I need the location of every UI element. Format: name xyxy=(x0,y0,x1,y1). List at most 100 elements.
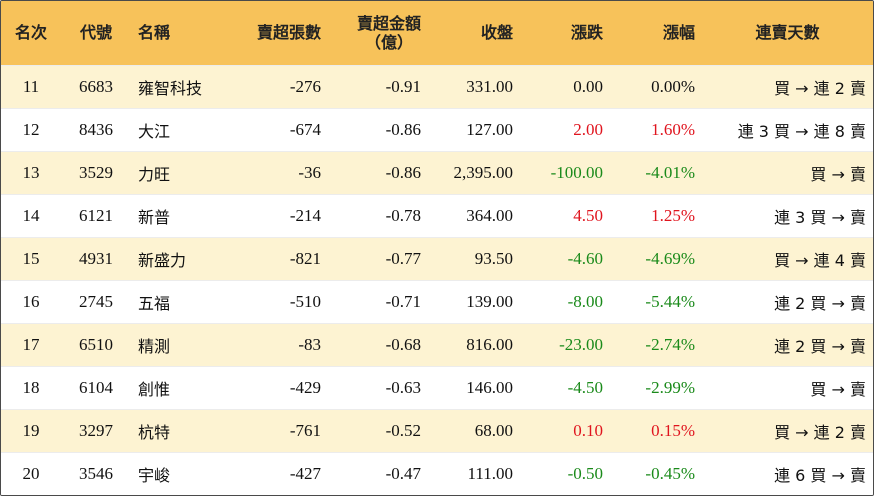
cell-name: 宇峻 xyxy=(138,465,171,485)
cell-rank: 15 xyxy=(22,248,40,268)
cell-close: 68.00 xyxy=(474,420,513,440)
cell-close: 93.50 xyxy=(474,248,513,268)
cell-net-sell-lots: -427 xyxy=(289,463,321,483)
cell-name: 新盛力 xyxy=(138,250,187,270)
cell-change: -0.50 xyxy=(567,463,603,483)
cell-close: 331.00 xyxy=(466,76,513,96)
cell-close: 111.00 xyxy=(467,463,514,483)
cell-code: 2745 xyxy=(79,291,113,311)
header-streak: 連賣天數 xyxy=(755,23,820,43)
header-net-sell-amount-line2: （億） xyxy=(364,32,413,52)
cell-code: 6683 xyxy=(79,76,113,96)
cell-name: 新普 xyxy=(138,207,171,227)
header-net-sell-amount: 賣超金額 （億） xyxy=(328,1,428,65)
table-row: 19 3297 杭特 -761 -0.52 68.00 0.10 0.15% 買 → 連 2 賣 xyxy=(1,409,873,452)
cell-close: 2,395.00 xyxy=(453,162,514,182)
cell-net-sell-amount: -0.52 xyxy=(385,420,421,440)
cell-change: 0.00 xyxy=(573,76,603,96)
header-rank: 名次 xyxy=(14,23,47,43)
cell-change: 0.10 xyxy=(573,420,603,440)
table-header-row: 名次 代號 名稱 賣超張數 賣超金額 （億） 收盤 漲跌 漲幅 連賣天數 xyxy=(1,1,873,65)
cell-net-sell-amount: -0.68 xyxy=(385,334,421,354)
table-row: 13 3529 力旺 -36 -0.86 2,395.00 -100.00 -4.01% 買 →… xyxy=(1,151,873,194)
cell-name: 創惟 xyxy=(138,379,171,399)
header-name: 名稱 xyxy=(138,23,171,43)
cell-rank: 11 xyxy=(22,76,40,96)
table-row: 16 2745 五福 -510 -0.71 139.00 -8.00 -5.44% 連 2 買 … xyxy=(1,280,873,323)
cell-net-sell-amount: -0.63 xyxy=(385,377,421,397)
header-change: 漲跌 xyxy=(570,23,603,43)
cell-net-sell-amount: -0.47 xyxy=(385,463,421,483)
cell-net-sell-lots: -674 xyxy=(289,119,321,139)
cell-streak: 買 → 賣 xyxy=(810,379,866,399)
cell-rank: 19 xyxy=(22,420,40,440)
cell-net-sell-amount: -0.91 xyxy=(385,76,421,96)
cell-change: -4.60 xyxy=(567,248,603,268)
cell-code: 4931 xyxy=(79,248,113,268)
cell-change-pct: 1.60% xyxy=(651,119,695,139)
cell-change-pct: -2.74% xyxy=(645,334,695,354)
cell-rank: 20 xyxy=(22,463,40,483)
cell-code: 8436 xyxy=(79,119,113,139)
cell-rank: 16 xyxy=(22,291,40,311)
cell-code: 3546 xyxy=(79,463,113,483)
cell-net-sell-lots: -761 xyxy=(289,420,321,440)
cell-net-sell-lots: -276 xyxy=(289,76,321,96)
cell-change: 2.00 xyxy=(573,119,603,139)
cell-streak: 買 → 連 2 賣 xyxy=(774,422,866,442)
cell-change-pct: 0.00% xyxy=(651,76,695,96)
table-body: 11 6683 雍智科技 -276 -0.91 331.00 0.00 0.00% 買 → 連 … xyxy=(1,65,873,495)
cell-change-pct: 1.25% xyxy=(651,205,695,225)
table-row: 12 8436 大江 -674 -0.86 127.00 2.00 1.60% 連 3 買 → … xyxy=(1,108,873,151)
cell-change-pct: -0.45% xyxy=(645,463,695,483)
cell-net-sell-lots: -821 xyxy=(289,248,321,268)
cell-close: 146.00 xyxy=(466,377,513,397)
cell-rank: 13 xyxy=(22,162,40,182)
table-row: 18 6104 創惟 -429 -0.63 146.00 -4.50 -2.99% 買 → 賣 xyxy=(1,366,873,409)
cell-change: -23.00 xyxy=(559,334,603,354)
cell-net-sell-amount: -0.78 xyxy=(385,205,421,225)
table-row: 15 4931 新盛力 -821 -0.77 93.50 -4.60 -4.69% 買 → 連 … xyxy=(1,237,873,280)
cell-rank: 18 xyxy=(22,377,40,397)
cell-streak: 連 3 買 → 連 8 賣 xyxy=(737,121,866,141)
cell-code: 6121 xyxy=(79,205,113,225)
cell-streak: 連 2 買 → 賣 xyxy=(774,336,866,356)
cell-name: 力旺 xyxy=(138,164,171,184)
cell-net-sell-lots: -36 xyxy=(298,162,321,182)
table-row: 17 6510 精測 -83 -0.68 816.00 -23.00 -2.74% 連 2 買 … xyxy=(1,323,873,366)
cell-name: 五福 xyxy=(138,293,171,313)
header-net-sell-amount-line1: 賣超金額 xyxy=(356,13,421,33)
cell-streak: 連 6 買 → 賣 xyxy=(774,465,866,485)
cell-code: 6510 xyxy=(79,334,113,354)
cell-rank: 14 xyxy=(22,205,40,225)
cell-code: 3297 xyxy=(79,420,113,440)
cell-change-pct: -5.44% xyxy=(645,291,695,311)
cell-change: 4.50 xyxy=(573,205,603,225)
cell-change-pct: -4.01% xyxy=(645,162,695,182)
cell-change-pct: -4.69% xyxy=(645,248,695,268)
cell-name: 大江 xyxy=(138,121,171,141)
header-change-pct: 漲幅 xyxy=(662,23,695,43)
cell-close: 364.00 xyxy=(466,205,513,225)
table-row: 20 3546 宇峻 -427 -0.47 111.00 -0.50 -0.45% 連 6 買 … xyxy=(1,452,873,495)
cell-close: 816.00 xyxy=(466,334,513,354)
cell-streak: 買 → 賣 xyxy=(810,164,866,184)
cell-rank: 12 xyxy=(22,119,40,139)
cell-name: 杭特 xyxy=(138,422,171,442)
cell-net-sell-amount: -0.77 xyxy=(385,248,421,268)
cell-streak: 買 → 連 4 賣 xyxy=(774,250,866,270)
cell-close: 127.00 xyxy=(466,119,513,139)
cell-code: 6104 xyxy=(79,377,113,397)
cell-change: -8.00 xyxy=(567,291,603,311)
cell-net-sell-lots: -83 xyxy=(298,334,321,354)
cell-name: 雍智科技 xyxy=(138,78,203,98)
cell-net-sell-lots: -429 xyxy=(289,377,321,397)
cell-net-sell-lots: -214 xyxy=(289,205,321,225)
table-row: 11 6683 雍智科技 -276 -0.91 331.00 0.00 0.00% 買 → 連 … xyxy=(1,65,873,108)
cell-change-pct: 0.15% xyxy=(651,420,695,440)
cell-net-sell-lots: -510 xyxy=(289,291,321,311)
cell-net-sell-amount: -0.86 xyxy=(385,119,421,139)
cell-change: -4.50 xyxy=(567,377,603,397)
cell-code: 3529 xyxy=(79,162,113,182)
